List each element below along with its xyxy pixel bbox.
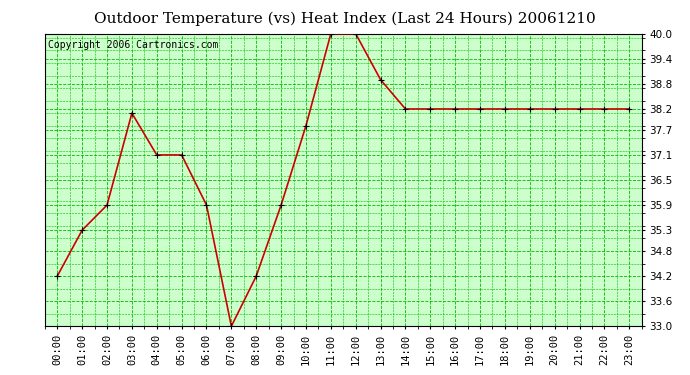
Text: Copyright 2006 Cartronics.com: Copyright 2006 Cartronics.com [48,40,218,50]
Text: Outdoor Temperature (vs) Heat Index (Last 24 Hours) 20061210: Outdoor Temperature (vs) Heat Index (Las… [94,11,596,26]
